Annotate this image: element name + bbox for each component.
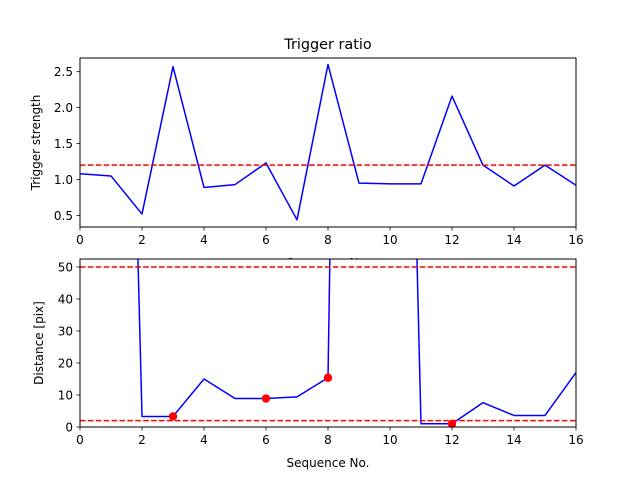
bottom-x-tick-label: 12	[444, 433, 459, 447]
top-y-tick-label: 0.5	[54, 209, 73, 223]
top-x-tick-label: 14	[506, 233, 521, 247]
bottom-y-axis-label: Distance [pix]	[32, 301, 46, 385]
bottom-x-tick-label: 14	[506, 433, 521, 447]
bottom-y-tick-label: 40	[58, 292, 73, 306]
top-y-axis-label: Trigger strength	[29, 95, 43, 192]
bottom-x-tick-label: 0	[76, 433, 84, 447]
bottom-y-tick-label: 50	[58, 260, 73, 274]
bottom-series-line-1	[137, 259, 331, 418]
top-x-tick-label: 16	[568, 233, 583, 247]
top-x-tick-label: 2	[138, 233, 146, 247]
bottom-marker-point	[261, 394, 271, 403]
top-y-tick-label: 1.5	[54, 137, 73, 151]
top-x-tick-label: 0	[76, 233, 84, 247]
top-x-tick-label: 8	[324, 233, 332, 247]
top-x-tick-label: 4	[200, 233, 208, 247]
bottom-marker-point	[447, 419, 457, 427]
top-series-line-1	[80, 63, 576, 221]
bottom-x-tick-label: 4	[200, 433, 208, 447]
bottom-y-tick-label: 0	[65, 420, 73, 434]
top-x-tick-label: 10	[382, 233, 397, 247]
bottom-series-line-2	[416, 259, 576, 425]
top-chart-title: Trigger ratio	[283, 37, 372, 53]
bottom-y-tick-label: 30	[58, 324, 73, 338]
top-x-tick-label: 6	[262, 233, 270, 247]
bottom-x-tick-label: 10	[382, 433, 397, 447]
bottom-x-tick-label: 6	[262, 433, 270, 447]
bottom-subplot: 0 2 4 6 8 10 12 14 16 0 10 20 30 40 50 Sequence No. Di…	[32, 258, 584, 470]
top-y-tick-label: 1.0	[54, 173, 73, 187]
bottom-marker-point	[323, 373, 333, 382]
bottom-x-tick-label: 16	[568, 433, 583, 447]
bottom-x-axis-label: Sequence No.	[287, 456, 370, 470]
bottom-x-tick-label: 2	[138, 433, 146, 447]
bottom-y-tick-label: 10	[58, 388, 73, 402]
bottom-marker-point	[168, 412, 178, 421]
top-subplot: 0 2 4 6 8 10 12 14 16 0.5 1.0 1.5 2.0 2.5 Trigger rat…	[29, 37, 584, 270]
bottom-y-tick-label: 20	[58, 356, 73, 370]
top-y-tick-label: 2.5	[54, 65, 73, 79]
bottom-x-tick-label: 8	[324, 433, 332, 447]
top-x-tick-label: 12	[444, 233, 459, 247]
top-plot-background	[80, 58, 576, 227]
top-y-tick-label: 2.0	[54, 101, 73, 115]
